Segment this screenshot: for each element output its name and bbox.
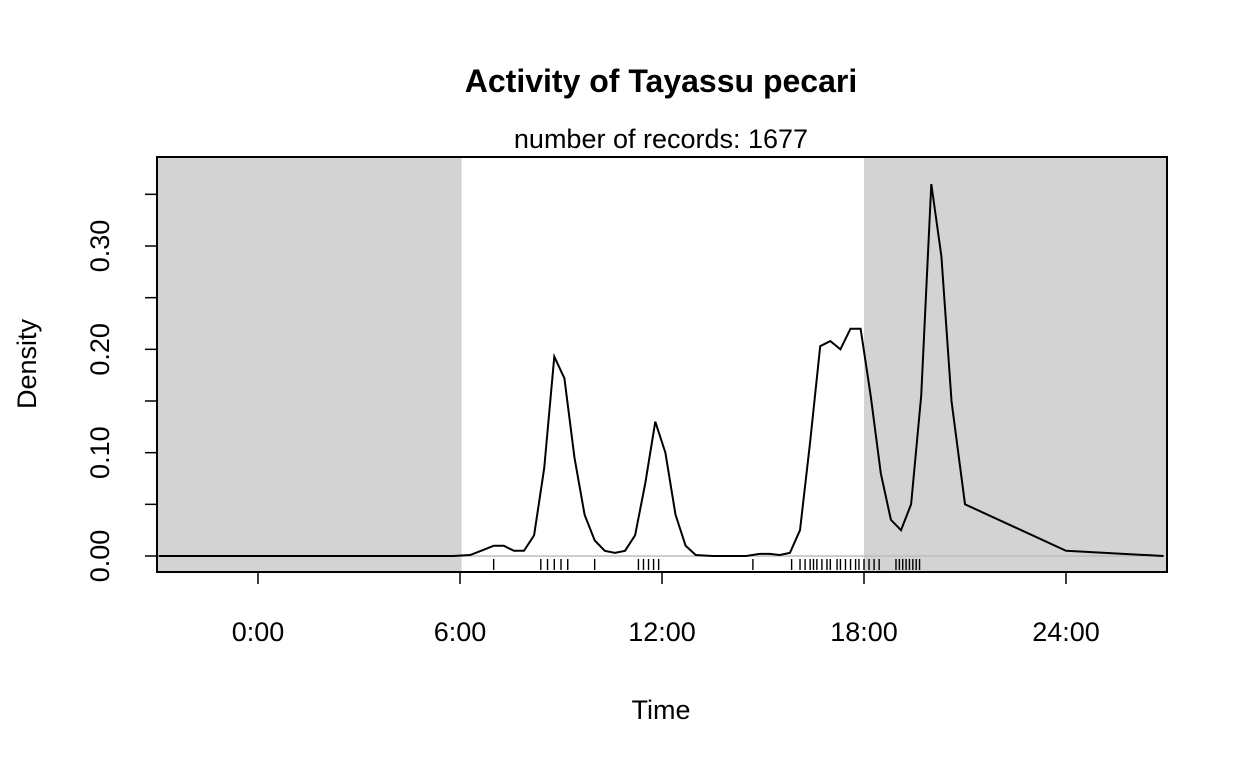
x-tick-label: 12:00 — [628, 617, 696, 647]
y-tick-label: 0.30 — [85, 220, 115, 273]
plot-layer — [158, 183, 1164, 570]
chart-title: Activity of Tayassu pecari — [465, 63, 857, 99]
x-tick-label: 24:00 — [1032, 617, 1100, 647]
y-tick-label: 0.10 — [85, 426, 115, 479]
y-tick-label: 0.20 — [85, 323, 115, 376]
density-curve — [158, 183, 1164, 557]
x-tick-label: 18:00 — [830, 617, 898, 647]
x-axis-label: Time — [632, 695, 691, 725]
y-axis-label: Density — [12, 318, 42, 409]
y-tick-label: 0.00 — [85, 530, 115, 583]
axis-layer: 0:00 6:00 12:00 18:00 24:00 0.00 0.10 0.20 0.30 — [85, 156, 1168, 647]
night-shading-band — [864, 157, 1167, 572]
background-layer — [157, 157, 1167, 572]
x-tick-label: 6:00 — [434, 617, 487, 647]
x-tick-label: 0:00 — [232, 617, 285, 647]
chart-subtitle: number of records: 1677 — [514, 124, 808, 154]
night-shading-band — [157, 157, 462, 572]
